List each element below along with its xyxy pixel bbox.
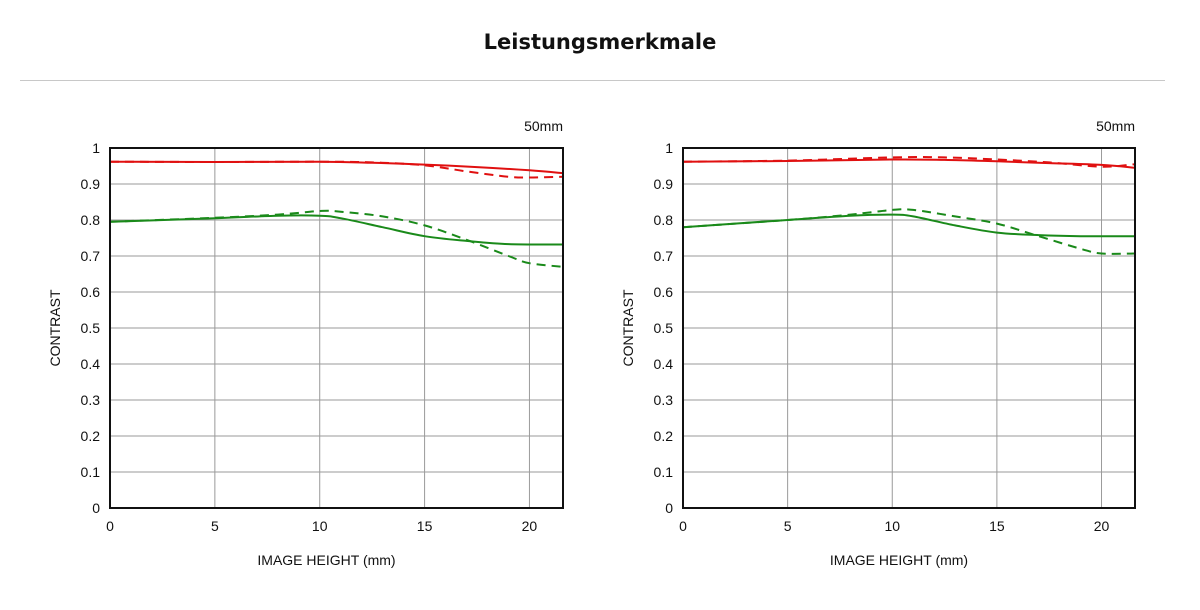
y-tick-label: 0.6 <box>81 284 101 300</box>
y-axis-title: CONTRAST <box>620 289 636 366</box>
y-tick-label: 0.3 <box>654 392 674 408</box>
focal-length-label: 50mm <box>1096 118 1135 134</box>
y-tick-label: 1 <box>92 140 100 156</box>
x-tick-label: 10 <box>884 518 900 534</box>
x-axis-title: IMAGE HEIGHT (mm) <box>830 552 968 568</box>
mtf-curve-3 <box>682 208 1136 255</box>
x-tick-label: 10 <box>312 518 328 534</box>
x-tick-label: 5 <box>784 518 792 534</box>
mtf-curve-0 <box>682 158 1136 169</box>
y-tick-label: 0.9 <box>654 176 674 192</box>
mtf-curve-0 <box>109 160 564 175</box>
y-tick-label: 1 <box>665 140 673 156</box>
y-tick-label: 0.2 <box>81 428 101 444</box>
y-tick-label: 0.4 <box>654 356 674 372</box>
x-tick-label: 15 <box>989 518 1005 534</box>
y-tick-label: 0.6 <box>654 284 674 300</box>
y-tick-label: 0.4 <box>81 356 101 372</box>
y-tick-label: 0.1 <box>654 464 674 480</box>
y-tick-label: 0.5 <box>654 320 674 336</box>
y-tick-label: 0.2 <box>654 428 674 444</box>
header-divider <box>20 80 1165 81</box>
page-title: Leistungsmerkmale <box>483 30 717 54</box>
y-axis-title: CONTRAST <box>47 289 63 366</box>
x-tick-label: 15 <box>417 518 433 534</box>
mtf-curve-3 <box>109 209 564 268</box>
mtf-curve-2 <box>682 213 1136 238</box>
y-tick-label: 0.1 <box>81 464 101 480</box>
y-tick-label: 0.3 <box>81 392 101 408</box>
y-tick-label: 0.8 <box>81 212 101 228</box>
y-tick-label: 0.5 <box>81 320 101 336</box>
plot-frame <box>682 147 1136 509</box>
y-tick-label: 0.8 <box>654 212 674 228</box>
x-tick-label: 20 <box>1094 518 1110 534</box>
mtf-curve-1 <box>682 156 1136 168</box>
x-tick-label: 0 <box>679 518 687 534</box>
x-tick-label: 5 <box>211 518 219 534</box>
y-tick-label: 0.7 <box>81 248 101 264</box>
mtf-curve-1 <box>109 160 564 179</box>
plot-frame <box>109 147 564 509</box>
y-tick-label: 0 <box>92 500 100 516</box>
mtf-chart-left: 00.10.20.30.40.50.60.70.80.910 5 10 15 20IMA… <box>47 118 564 568</box>
x-axis-title: IMAGE HEIGHT (mm) <box>257 552 395 568</box>
mtf-curve-2 <box>109 214 564 246</box>
focal-length-label: 50mm <box>524 118 563 134</box>
x-tick-label: 20 <box>522 518 538 534</box>
y-tick-label: 0.9 <box>81 176 101 192</box>
y-tick-label: 0.7 <box>654 248 674 264</box>
y-tick-label: 0 <box>665 500 673 516</box>
x-tick-label: 0 <box>106 518 114 534</box>
